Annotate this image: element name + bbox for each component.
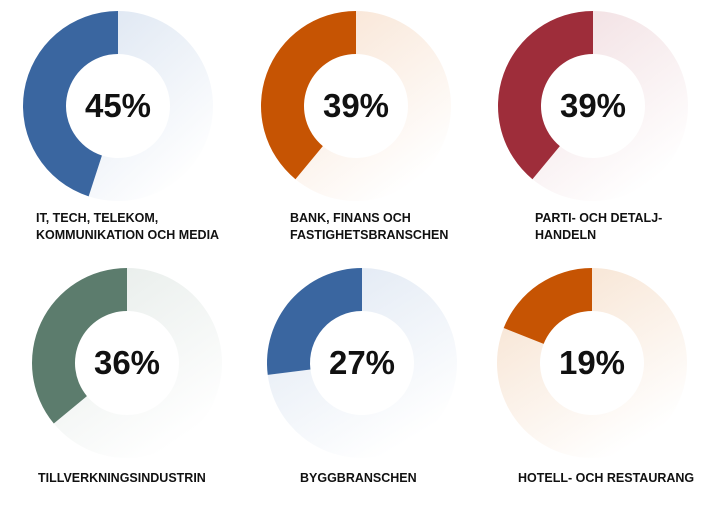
donut-remainder-slice — [295, 11, 452, 201]
donut-category-label: BANK, FINANS OCH FASTIGHETSBRANSCHEN — [290, 210, 520, 244]
category-label-line: KOMMUNIKATION OCH MEDIA — [36, 228, 220, 242]
category-label-line: IT, TECH, TELEKOM, — [36, 211, 159, 225]
donut-remainder-slice — [532, 11, 689, 201]
donut-value-slice — [497, 11, 593, 180]
donut-3 — [497, 11, 689, 201]
donut-1 — [22, 11, 213, 201]
donut-value-slice — [32, 268, 127, 424]
category-label-line: BANK, FINANS OCH — [290, 211, 411, 225]
donut-remainder-slice — [497, 268, 687, 458]
donut-value-label: 27% — [328, 344, 396, 381]
donut-category-label: IT, TECH, TELEKOM, KOMMUNIKATION OCH MEDI… — [36, 210, 266, 244]
donut-remainder-slice — [88, 11, 213, 201]
donut-value-slice — [22, 11, 118, 197]
donut-value-label: 19% — [558, 344, 626, 381]
donut-category-label: PARTI- OCH DETALJ- HANDELN — [535, 210, 720, 244]
donut-6 — [497, 268, 687, 458]
donut-5 — [267, 268, 458, 459]
category-label-line: TILLVERKNINGSINDUSTRIN — [38, 471, 206, 485]
donut-category-label: TILLVERKNINGSINDUSTRIN — [38, 470, 268, 487]
donut-value-label: 45% — [84, 87, 152, 124]
donut-value-label: 39% — [322, 87, 390, 124]
donut-remainder-slice — [267, 268, 458, 459]
donut-category-label: HOTELL- OCH RESTAURANG — [518, 470, 720, 487]
donut-category-label: BYGGBRANSCHEN — [300, 470, 530, 487]
category-label-line: HOTELL- OCH RESTAURANG — [518, 471, 695, 485]
donut-remainder-slice — [53, 268, 223, 459]
donut-value-slice — [503, 268, 592, 344]
donut-4 — [32, 268, 223, 459]
donut-value-label: 39% — [559, 87, 627, 124]
category-label-line: PARTI- OCH DETALJ- — [535, 211, 663, 225]
donut-value-label: 36% — [93, 344, 161, 381]
donut-value-slice — [267, 268, 362, 375]
category-label-line: HANDELN — [535, 228, 597, 242]
donut-value-slice — [261, 11, 356, 180]
category-label-line: FASTIGHETSBRANSCHEN — [290, 228, 449, 242]
donut-2 — [261, 11, 452, 201]
category-label-line: BYGGBRANSCHEN — [300, 471, 417, 485]
